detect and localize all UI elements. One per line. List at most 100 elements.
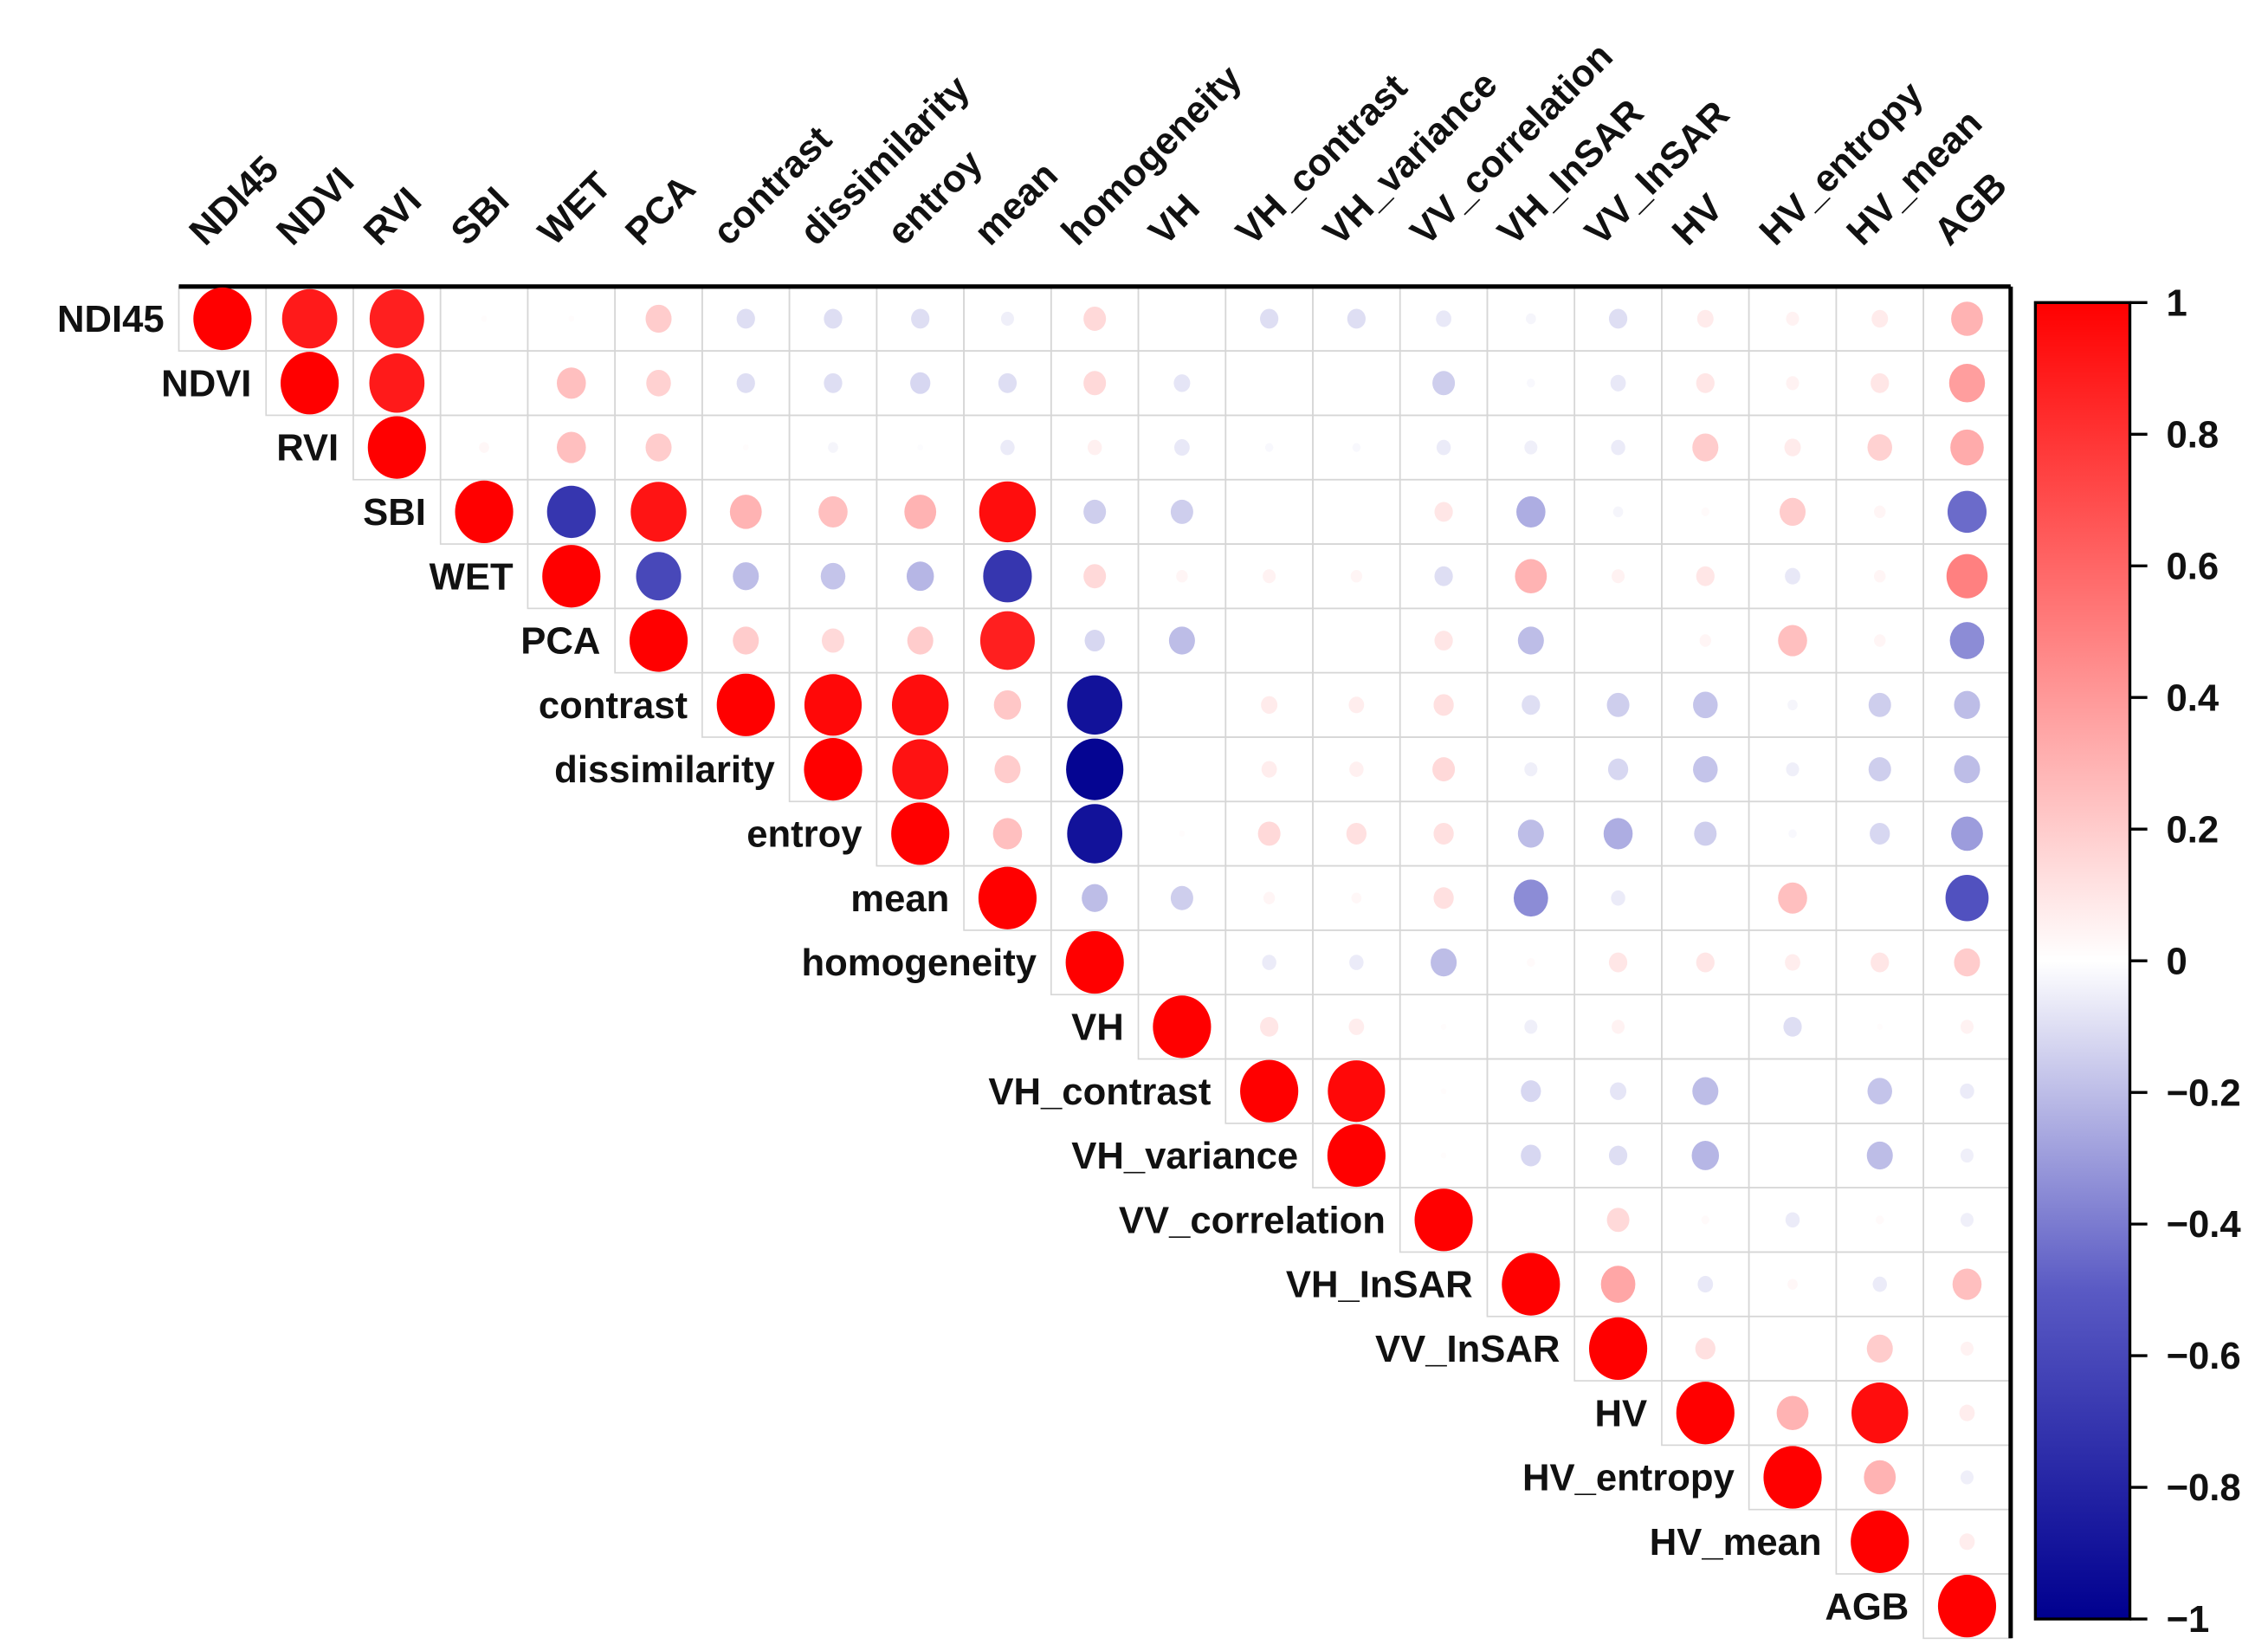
correlation-circle-NDVI-VH — [1173, 374, 1191, 392]
correlation-circle-dissimilarity-VV_InSAR — [1607, 758, 1629, 780]
correlation-circle-RVI-VH_InSAR — [1524, 440, 1538, 455]
row-label-VH_InSAR: VH_InSAR — [1286, 1264, 1473, 1306]
correlation-circle-RVI-VV_correlation — [1436, 439, 1451, 456]
correlation-circle-SBI-VV_InSAR — [1612, 506, 1624, 518]
row-label-entroy: entroy — [746, 813, 863, 856]
grid-cell — [1661, 864, 1750, 931]
correlation-circle-dissimilarity-VH_InSAR — [1524, 762, 1538, 777]
correlation-circle-WET-homogeneity — [1083, 564, 1107, 589]
correlation-circle-entroy-entroy — [891, 802, 950, 865]
correlation-circle-WET-HV — [1696, 566, 1715, 586]
grid-cell — [1137, 671, 1227, 738]
correlation-circle-VH_variance-HV — [1691, 1141, 1720, 1170]
correlation-circle-VH-VH_variance — [1348, 1018, 1365, 1035]
correlation-circle-VH_InSAR-AGB — [1952, 1268, 1982, 1300]
correlation-circle-SBI-homogeneity — [1083, 499, 1107, 524]
correlation-circle-entroy-VH_InSAR — [1517, 819, 1544, 848]
correlation-circle-homogeneity-VH_variance — [1349, 955, 1364, 970]
row-label-VV_InSAR: VV_InSAR — [1375, 1328, 1560, 1370]
correlation-circle-entroy-VV_correlation — [1433, 822, 1454, 845]
correlation-circle-dissimilarity-entroy — [892, 739, 949, 800]
correlation-circle-VH_variance-VH_InSAR — [1521, 1144, 1541, 1167]
grid-cell — [1748, 1122, 1838, 1188]
grid-cell — [1312, 478, 1401, 545]
correlation-circle-SBI-PCA — [630, 482, 687, 542]
correlation-circle-homogeneity-VH_InSAR — [1527, 957, 1535, 968]
correlation-circle-NDVI-homogeneity — [1083, 371, 1107, 396]
correlation-circle-PCA-VV_correlation — [1434, 631, 1453, 651]
correlation-circle-VH_contrast-VV_correlation — [1440, 1088, 1447, 1095]
correlation-circle-SBI-entroy — [904, 495, 937, 529]
correlation-circle-VH_contrast-HV_mean — [1867, 1078, 1892, 1104]
correlation-circle-contrast-VV_InSAR — [1606, 692, 1630, 717]
correlation-circle-VH_variance-VV_InSAR — [1608, 1145, 1628, 1166]
correlation-circle-RVI-VH — [1174, 439, 1190, 456]
correlation-circle-VH_contrast-VH_variance — [1328, 1060, 1386, 1123]
correlation-circle-contrast-HV_mean — [1868, 692, 1891, 717]
correlation-circle-PCA-HV — [1699, 634, 1712, 647]
grid-cell — [1224, 350, 1314, 417]
correlation-circle-mean-VH_contrast — [1263, 891, 1276, 904]
row-label-VH_variance: VH_variance — [1071, 1135, 1298, 1177]
correlation-circle-PCA-AGB — [1949, 622, 1985, 659]
correlation-circle-WET-entroy — [906, 561, 934, 592]
correlation-circle-contrast-VV_correlation — [1433, 694, 1454, 716]
colorbar-tick-label: 0.8 — [2166, 413, 2219, 456]
correlation-circle-RVI-PCA — [645, 433, 672, 462]
correlation-circle-homogeneity-HV_entropy — [1785, 954, 1800, 971]
correlation-circle-PCA-PCA — [629, 609, 688, 672]
grid-cell — [1312, 350, 1401, 417]
correlation-circle-VV_InSAR-HV — [1695, 1337, 1716, 1360]
colorbar-tick-label: −0.4 — [2166, 1203, 2241, 1246]
correlation-circle-SBI-dissimilarity — [818, 495, 848, 528]
correlation-circle-VH_contrast-AGB — [1960, 1083, 1974, 1099]
row-label-WET: WET — [430, 555, 514, 598]
correlation-circle-VV_correlation-VV_correlation — [1414, 1188, 1473, 1252]
correlation-circle-NDI45-VV_InSAR — [1608, 308, 1628, 329]
correlation-circle-SBI-VH_InSAR — [1516, 495, 1546, 528]
correlation-circle-VH-VH_contrast — [1260, 1016, 1279, 1037]
grid-cell — [439, 350, 529, 417]
correlation-circle-NDI45-HV — [1696, 309, 1714, 328]
correlation-circle-homogeneity-HV — [1696, 952, 1715, 973]
correlation-circle-mean-homogeneity — [1082, 884, 1108, 912]
correlation-circle-VH-HV_mean — [1877, 1023, 1884, 1030]
correlation-circle-RVI-RVI — [367, 416, 426, 479]
correlation-circle-entroy-VH_variance — [1346, 822, 1367, 845]
correlation-circle-NDI45-PCA — [645, 304, 672, 333]
correlation-circle-NDI45-HV_entropy — [1786, 311, 1800, 327]
correlation-circle-SBI-mean — [979, 481, 1037, 543]
correlation-circle-contrast-HV_entropy — [1787, 699, 1798, 711]
correlation-circle-NDI45-NDVI — [281, 288, 338, 349]
correlation-circle-homogeneity-homogeneity — [1065, 930, 1124, 994]
row-label-VV_correlation: VV_correlation — [1119, 1199, 1386, 1241]
column-label-NDI45: NDI45 — [181, 147, 287, 253]
correlation-circle-WET-AGB — [1946, 554, 1988, 599]
row-label-NDI45: NDI45 — [57, 298, 165, 340]
correlation-circle-NDVI-WET — [556, 367, 586, 399]
correlation-circle-WET-VH_variance — [1350, 569, 1363, 583]
correlation-circle-VH_InSAR-VH_InSAR — [1502, 1253, 1560, 1316]
correlation-circle-HV-HV_mean — [1851, 1382, 1909, 1444]
correlation-circle-entroy-VH_contrast — [1257, 821, 1281, 846]
correlation-circle-HV_entropy-HV_mean — [1864, 1460, 1896, 1495]
correlation-circle-contrast-entroy — [891, 674, 949, 736]
colorbar-tick-label: 0 — [2166, 940, 2187, 982]
correlation-circle-SBI-AGB — [1947, 490, 1987, 534]
correlation-circle-PCA-VH_InSAR — [1517, 626, 1544, 655]
correlation-circle-RVI-HV — [1692, 433, 1719, 462]
correlation-circle-VH_contrast-VV_InSAR — [1610, 1082, 1627, 1100]
correlation-circle-VH_InSAR-HV_entropy — [1787, 1279, 1798, 1290]
correlation-circle-WET-VH — [1176, 569, 1188, 583]
correlation-circle-VH-VH_InSAR — [1524, 1020, 1538, 1034]
row-label-mean: mean — [850, 877, 949, 920]
correlation-circle-dissimilarity-VH_variance — [1349, 761, 1364, 777]
correlation-circle-contrast-VH_variance — [1348, 696, 1365, 714]
correlation-circle-RVI-dissimilarity — [828, 442, 838, 453]
correlation-circle-dissimilarity-HV_entropy — [1786, 762, 1800, 777]
grid-cell — [1137, 929, 1227, 996]
correlation-circle-VV_correlation-HV_mean — [1875, 1215, 1884, 1225]
colorbar-tick-label: −0.8 — [2166, 1466, 2240, 1509]
